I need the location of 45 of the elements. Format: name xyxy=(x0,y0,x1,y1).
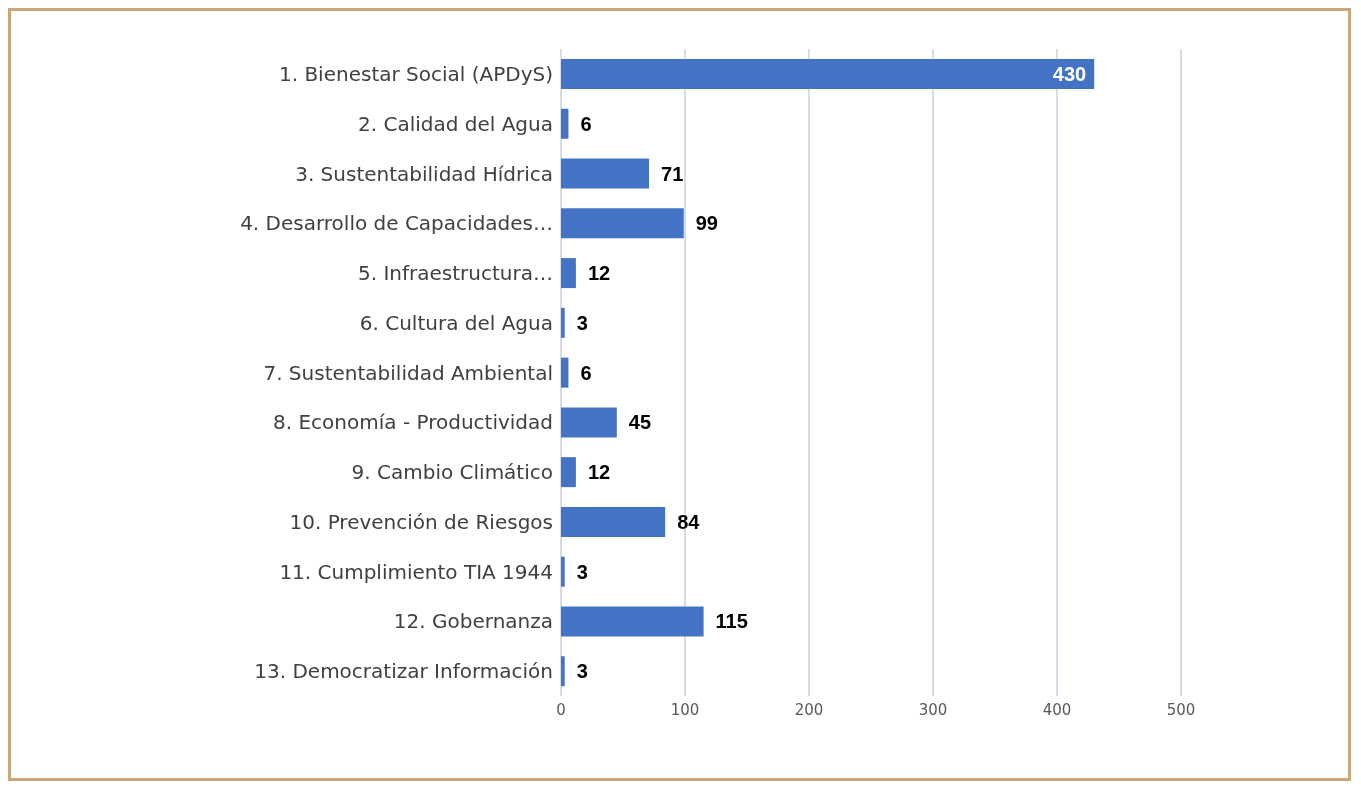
y-tick-label: 7. Sustentabilidad Ambiental xyxy=(263,360,553,385)
bar xyxy=(561,208,684,239)
x-tick-label: 0 xyxy=(556,700,566,719)
x-tick-label: 300 xyxy=(918,700,948,719)
y-tick-label: 12. Gobernanza xyxy=(393,609,553,634)
x-tick-label: 500 xyxy=(1166,700,1196,719)
y-tick-label: 4. Desarrollo de Capacidades… xyxy=(240,211,553,236)
y-tick-label: 9. Cambio Climático xyxy=(351,460,553,485)
data-label: 71 xyxy=(661,162,684,185)
data-label: 84 xyxy=(677,510,701,533)
data-label: 3 xyxy=(576,660,588,683)
bar xyxy=(561,59,1095,89)
y-tick-label: 13. Democratizar Información xyxy=(254,659,553,684)
y-tick-label: 6. Cultura del Agua xyxy=(359,310,553,335)
y-tick-label: 1. Bienestar Social (APDyS) xyxy=(278,61,553,86)
y-tick-label: 2. Calidad del Agua xyxy=(358,111,553,136)
x-tick-label: 200 xyxy=(794,700,824,719)
bar xyxy=(561,457,576,488)
bar xyxy=(561,108,569,139)
data-label: 3 xyxy=(576,560,588,583)
y-tick-label: 10. Prevención de Riesgos xyxy=(289,509,553,534)
bar xyxy=(561,556,565,587)
data-label: 115 xyxy=(715,610,748,633)
x-tick-label: 100 xyxy=(670,700,700,719)
bar xyxy=(561,506,666,537)
bar xyxy=(561,307,565,338)
data-label: 99 xyxy=(695,212,719,235)
data-label: 6 xyxy=(580,361,592,384)
bar xyxy=(561,158,650,189)
bar xyxy=(561,258,576,289)
data-label: 12 xyxy=(587,461,611,484)
data-label: 6 xyxy=(580,112,592,135)
bar xyxy=(561,656,565,687)
y-tick-label: 8. Economía - Productividad xyxy=(273,410,553,435)
data-label: 430 xyxy=(1052,63,1087,85)
data-label: 12 xyxy=(587,262,611,285)
data-label: 3 xyxy=(576,311,588,334)
bar xyxy=(561,606,704,637)
y-tick-label: 11. Cumplimiento TIA 1944 xyxy=(279,559,553,584)
bar xyxy=(561,357,569,388)
y-tick-label: 3. Sustentabilidad Hídrica xyxy=(295,161,553,186)
data-label: 45 xyxy=(628,411,652,434)
y-tick-label: 5. Infraestructura… xyxy=(358,261,553,286)
bar xyxy=(561,407,617,438)
x-tick-label: 400 xyxy=(1042,700,1072,719)
